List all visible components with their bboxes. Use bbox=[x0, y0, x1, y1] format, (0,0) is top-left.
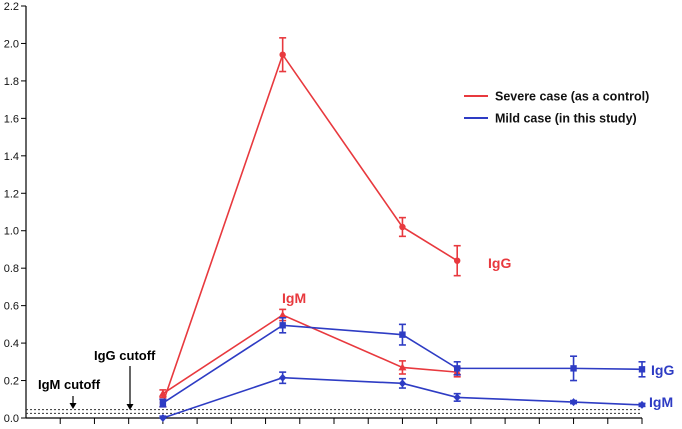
data-point bbox=[279, 51, 286, 58]
series-line bbox=[162, 52, 458, 404]
data-point bbox=[569, 398, 578, 407]
data-point bbox=[159, 414, 167, 422]
y-tick-label: 1.0 bbox=[4, 226, 19, 238]
y-tick-label: 1.8 bbox=[4, 76, 19, 88]
igg-cutoff-arrow-head bbox=[126, 404, 134, 410]
axes: 0.0 0.2 0.4 0.6 0.8 1.0 1.2 1.4 1.6 1.8 2.0 2.2 bbox=[4, 1, 643, 425]
data-point bbox=[454, 365, 461, 372]
data-point bbox=[398, 363, 407, 371]
data-point bbox=[279, 373, 287, 382]
data-point bbox=[159, 399, 167, 407]
legend-label-mild: Mild case (in this study) bbox=[495, 112, 637, 126]
data-point bbox=[454, 257, 461, 264]
severe-igm-label: IgM bbox=[282, 290, 306, 306]
cutoff-lines bbox=[26, 409, 642, 414]
mild-igm-label: IgM bbox=[649, 394, 673, 410]
data-point bbox=[399, 331, 406, 338]
y-tick-label: 2.2 bbox=[4, 1, 19, 13]
y-tick-label: 1.4 bbox=[4, 151, 19, 163]
y-tick-label: 1.2 bbox=[4, 188, 19, 200]
labels-group: IgG IgM IgG IgM IgM cutoff IgG cutoff bbox=[38, 255, 674, 410]
y-tick-label: 2.0 bbox=[4, 38, 19, 50]
legend: Severe case (as a control) Mild case (in… bbox=[464, 90, 649, 126]
data-point bbox=[638, 366, 646, 373]
mild-igg-label: IgG bbox=[651, 362, 674, 378]
y-tick-label: 0.8 bbox=[4, 263, 19, 275]
data-point bbox=[158, 389, 167, 397]
severe-igg-label: IgG bbox=[488, 255, 511, 271]
y-tick-label: 0.4 bbox=[4, 338, 19, 350]
igm-cutoff-label: IgM cutoff bbox=[38, 377, 101, 392]
igm-cutoff-arrow-head bbox=[69, 403, 77, 409]
data-point bbox=[570, 365, 577, 372]
y-tick-label: 0.6 bbox=[4, 301, 19, 313]
series-line bbox=[162, 376, 643, 419]
legend-label-severe: Severe case (as a control) bbox=[495, 90, 649, 104]
series-line bbox=[162, 314, 458, 395]
data-point bbox=[399, 223, 406, 231]
igg-cutoff-label: IgG cutoff bbox=[94, 348, 156, 363]
data-point bbox=[278, 311, 287, 318]
series-group bbox=[158, 37, 646, 422]
data-point bbox=[638, 400, 646, 409]
data-point bbox=[398, 379, 407, 388]
series-line bbox=[162, 324, 643, 404]
data-point bbox=[453, 393, 461, 402]
data-point bbox=[279, 322, 286, 329]
y-tick-label: 1.6 bbox=[4, 113, 19, 125]
y-tick-label: 0.0 bbox=[4, 413, 19, 424]
y-tick-label: 0.2 bbox=[4, 376, 19, 388]
